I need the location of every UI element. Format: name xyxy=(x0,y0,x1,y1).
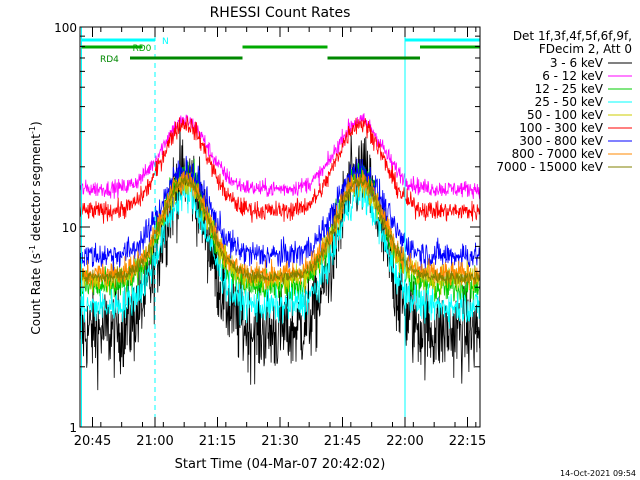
y-axis-label-end: ) xyxy=(29,121,43,126)
y-tick-label: 100 xyxy=(54,21,77,35)
y-tick-label: 10 xyxy=(62,221,77,235)
x-tick-label: 21:30 xyxy=(261,434,298,449)
series-line-6 xyxy=(79,116,481,224)
legend-label-2: 6 - 12 keV xyxy=(542,69,604,83)
flag-label-rd0: RD0 xyxy=(133,44,152,54)
legend-label-5: 50 - 100 keV xyxy=(527,108,604,122)
y-axis-label-sup1: -1 xyxy=(28,245,37,253)
series-line-9 xyxy=(79,175,481,285)
x-tick-label: 21:45 xyxy=(324,434,361,449)
flag-bars: N RD0 RD4 xyxy=(81,37,480,65)
y-axis-label-main: Count Rate (s xyxy=(29,253,43,335)
series-line-7 xyxy=(79,155,481,273)
x-tick-label: 20:45 xyxy=(74,434,111,449)
x-axis-label: Start Time (04-Mar-07 20:42:02) xyxy=(175,457,386,472)
y-axis-label: Count Rate (s-1 detector segment-1) xyxy=(28,121,43,334)
x-tick-label: 21:00 xyxy=(136,434,173,449)
chart-title: RHESSI Count Rates xyxy=(210,5,351,21)
legend-label-6: 100 - 300 keV xyxy=(519,121,603,135)
legend-label-9: 7000 - 15000 keV xyxy=(496,160,603,174)
legend-header-line-1: Det 1f,3f,4f,5f,6f,9f, xyxy=(513,29,632,43)
axes: 1 10 100 20:45 21:00 21:15 21:30 21:45 22:00 22:1… xyxy=(54,21,486,449)
y-tick-label: 1 xyxy=(69,421,77,435)
timestamp: 14-Oct-2021 09:54 xyxy=(560,469,636,478)
legend-label-1: 3 - 6 keV xyxy=(550,56,604,70)
legend: Det 1f,3f,4f,5f,6f,9f, FDecim 2, Att 0 3… xyxy=(496,29,632,174)
legend-label-3: 12 - 25 keV xyxy=(535,82,604,96)
series-layer xyxy=(79,113,481,391)
legend-label-4: 25 - 50 keV xyxy=(535,95,604,109)
legend-header-line-2: FDecim 2, Att 0 xyxy=(539,42,632,56)
flag-label-rd4: RD4 xyxy=(100,55,119,65)
flag-label-n: N xyxy=(162,37,169,47)
legend-label-7: 300 - 800 keV xyxy=(519,134,603,148)
legend-label-8: 800 - 7000 keV xyxy=(512,147,604,161)
y-axis-label-sup2: -1 xyxy=(28,126,37,134)
x-tick-label: 22:00 xyxy=(386,434,423,449)
series-line-4 xyxy=(79,178,481,329)
series-line-2 xyxy=(79,113,481,200)
x-tick-label: 22:15 xyxy=(449,434,486,449)
y-axis-label-mid: detector segment xyxy=(29,134,43,245)
x-tick-label: 21:15 xyxy=(199,434,236,449)
